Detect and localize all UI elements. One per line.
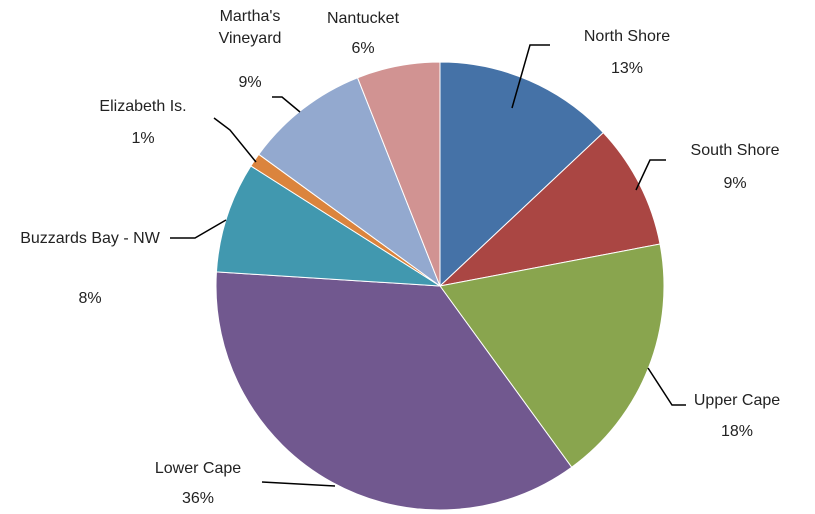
value-label: 13% [610,60,644,77]
leader-line [213,117,257,163]
pie-slice [215,165,441,287]
value-label: 6% [351,40,375,57]
pie-slice [258,77,442,288]
slice-label: Martha's Vineyard [218,8,282,47]
pie-slice [356,61,441,287]
slice-label: Elizabeth Is. [99,98,187,115]
value-label: 8% [78,290,102,307]
leader-line [272,96,301,113]
value-label: 9% [238,74,262,91]
pie-slice [438,131,661,287]
pie-slice [215,271,573,511]
slice-label: Lower Cape [154,460,242,477]
value-label: 9% [723,175,747,192]
leader-line [261,481,336,487]
slice-label: Buzzards Bay - NW [20,230,160,247]
slice-label: Upper Cape [693,392,781,409]
slice-label: North Shore [583,28,671,45]
value-label: 1% [131,130,155,147]
leader-line [647,367,686,406]
slice-label: Nantucket [326,10,400,27]
pie-slice [439,61,604,288]
value-label: 36% [181,490,215,507]
leader-line [635,159,666,191]
leader-line [170,219,227,239]
value-label: 18% [720,423,754,440]
slice-label: South Shore [690,142,780,159]
leader-line [511,44,550,109]
